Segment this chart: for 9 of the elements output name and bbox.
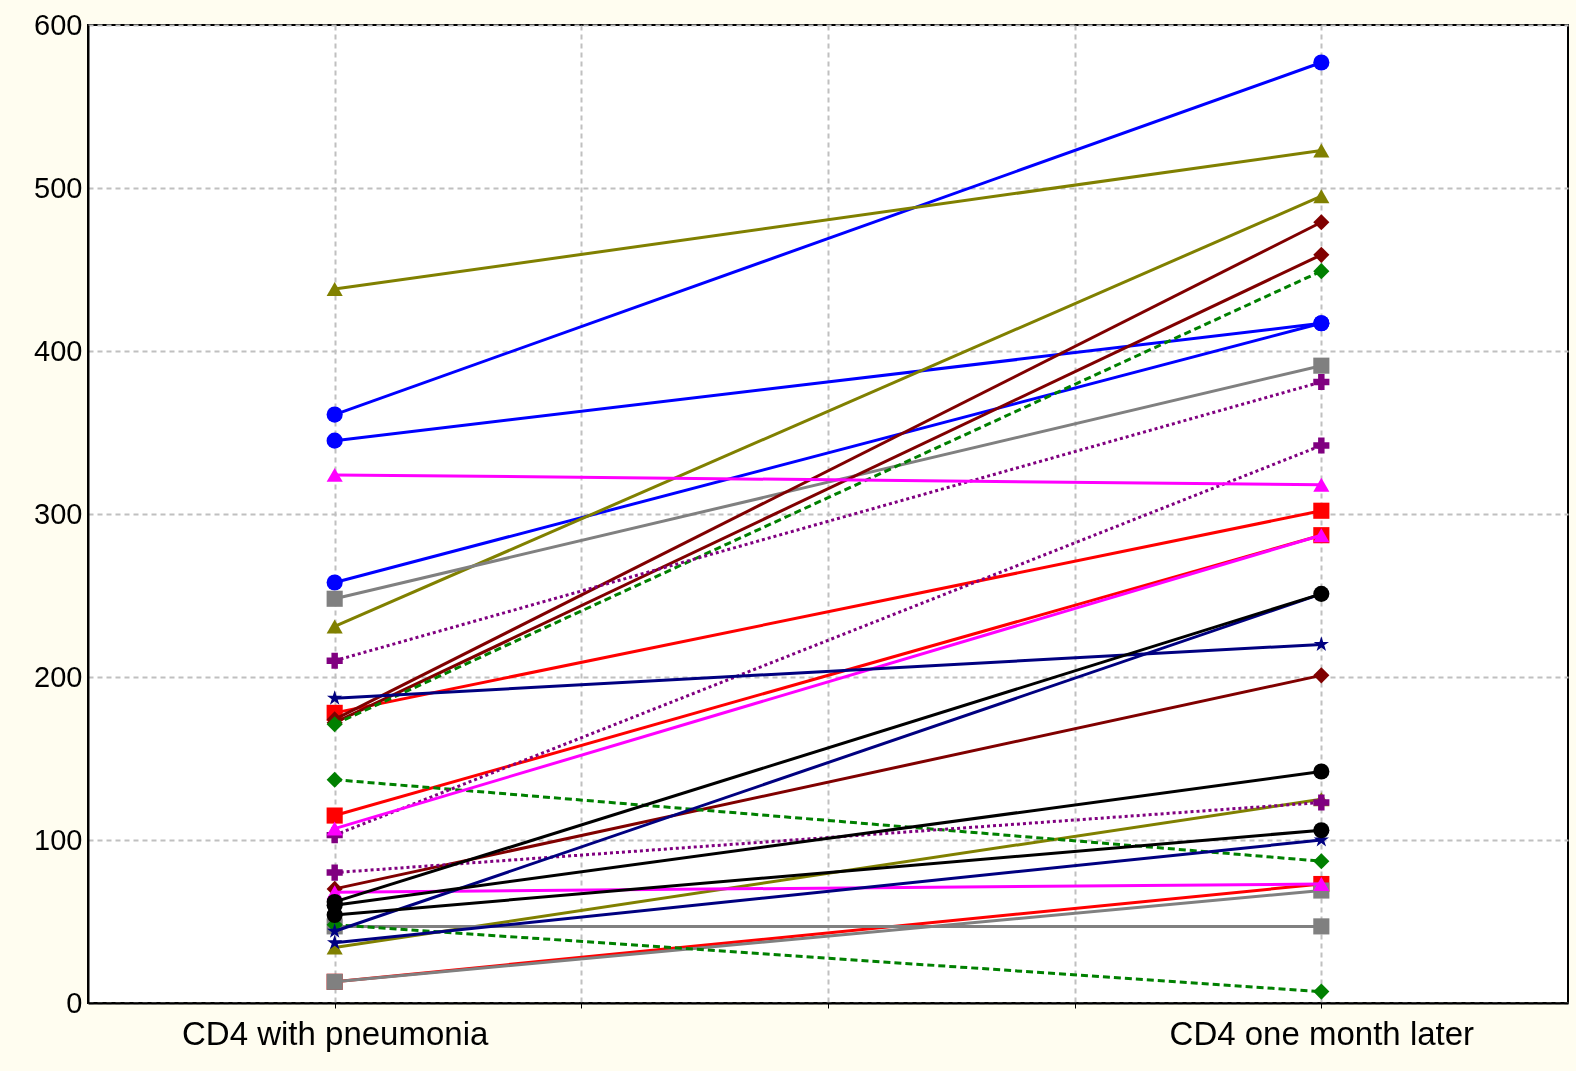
- y-tick-label: 600: [34, 8, 83, 41]
- y-tick-label: 200: [34, 660, 83, 693]
- y-tick-label: 100: [34, 823, 83, 856]
- y-tick-label: 300: [34, 497, 83, 530]
- x-tick-label: CD4 with pneumonia: [181, 1014, 489, 1052]
- y-tick-label: 0: [66, 986, 83, 1019]
- x-tick-label: CD4 one month later: [1169, 1014, 1475, 1052]
- y-tick-label: 400: [34, 334, 83, 367]
- y-tick-label: 500: [34, 171, 83, 204]
